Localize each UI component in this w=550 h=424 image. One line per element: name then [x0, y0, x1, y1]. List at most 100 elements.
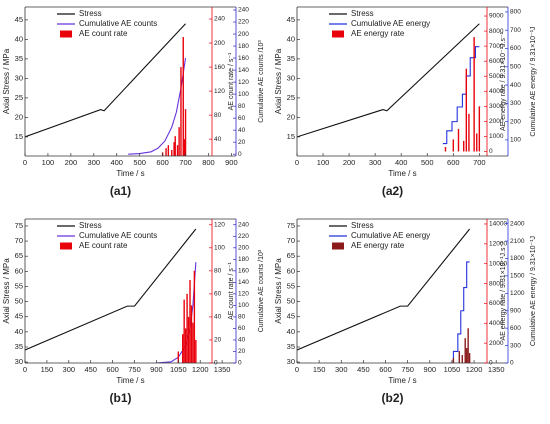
y-tick-label: 30 [15, 73, 23, 82]
y3-tick-label: 600 [510, 45, 521, 52]
rate-bar [464, 338, 466, 363]
y2-tick-label: 4000 [489, 88, 504, 95]
x-tick-label: 1350 [214, 365, 231, 374]
y3-tick-label: 60 [238, 325, 246, 332]
y-tick-label: 40 [15, 327, 23, 336]
y3-tick-label: 0 [238, 151, 242, 158]
legend-label: AE energy rate [351, 29, 405, 38]
y-tick-label: 70 [287, 236, 295, 245]
y2-tick-label: 2000 [489, 340, 504, 347]
y-tick-label: 35 [287, 54, 295, 63]
y3-tick-label: 200 [238, 245, 249, 252]
y2-tick-label: 9000 [489, 13, 504, 20]
y2-tick-label: 6000 [489, 300, 504, 307]
y3-tick-label: 180 [238, 256, 249, 263]
x-tick-label: 800 [202, 158, 215, 167]
y2-tick-label: 8000 [489, 280, 504, 287]
y-tick-label: 45 [287, 15, 295, 24]
panel-label: (a2) [382, 184, 403, 198]
x-tick-label: 500 [133, 158, 146, 167]
y-tick-label: 35 [287, 342, 295, 351]
y-tick-label: 55 [15, 281, 23, 290]
y-tick-label: 65 [287, 251, 295, 260]
y-tick-label: 30 [15, 357, 23, 366]
y3-tick-label: 80 [238, 314, 246, 321]
y-tick-label: 40 [287, 34, 295, 43]
rate-bar [183, 299, 185, 363]
y2-tick-label: 40 [214, 314, 222, 321]
y2-tick-label: 1000 [489, 133, 504, 140]
y-axis-title: Axial Stress / MPa [274, 258, 283, 324]
y2-tick-label: 200 [214, 40, 225, 47]
y3-tick-label: 40 [238, 337, 246, 344]
rate-bar [165, 148, 167, 156]
x-tick-label: 0 [295, 158, 299, 167]
y-tick-label: 55 [287, 281, 295, 290]
rate-bar [444, 146, 447, 152]
y-tick-label: 30 [287, 73, 295, 82]
y2-tick-label: 3000 [489, 103, 504, 110]
y-axis-title: Axial Stress / MPa [274, 48, 283, 114]
y3-tick-label: 500 [510, 64, 521, 71]
y2-tick-label: 120 [214, 88, 225, 95]
y2-axis-title: AE energy rate / 9.31×10⁻¹J.s⁻¹ [500, 31, 507, 131]
y3-tick-label: 100 [510, 137, 521, 144]
y2-tick-label: 120 [214, 221, 225, 228]
y-tick-label: 75 [287, 221, 295, 230]
panel-label: (b2) [382, 391, 404, 405]
y3-tick-label: 220 [238, 19, 249, 26]
x-tick-label: 0 [23, 365, 27, 374]
y2-tick-label: 40 [214, 136, 222, 143]
y-tick-label: 70 [15, 236, 23, 245]
x-tick-label: 300 [369, 158, 382, 167]
y3-tick-label: 160 [238, 55, 249, 62]
y2-axis-title: AE count rate / s⁻¹ [228, 52, 235, 110]
series-line [128, 57, 187, 155]
y3-tick-label: 220 [238, 233, 249, 240]
legend-label: AE energy rate [351, 241, 405, 250]
y-tick-label: 30 [287, 357, 295, 366]
y-tick-label: 25 [287, 93, 295, 102]
rate-bar [182, 334, 184, 363]
y2-tick-label: 60 [214, 291, 222, 298]
legend-label: AE count rate [79, 29, 128, 38]
y2-tick-label: 0 [489, 360, 493, 367]
y3-tick-label: 1500 [510, 273, 525, 280]
x-tick-label: 500 [421, 158, 434, 167]
x-tick-label: 300 [335, 365, 348, 374]
rate-bar [184, 328, 187, 363]
legend-swatch [60, 242, 72, 250]
y3-tick-label: 40 [238, 127, 246, 134]
y2-tick-label: 0 [214, 360, 218, 367]
x-tick-label: 450 [357, 365, 370, 374]
y-tick-label: 65 [15, 251, 23, 260]
y3-axis-title: Cumulative AE energy / 9.31×10⁻¹J [530, 236, 537, 346]
x-tick-label: 400 [110, 158, 123, 167]
x-tick-label: 100 [42, 158, 55, 167]
y3-axis-title: Cumulative AE counts /10³ [258, 40, 265, 123]
y2-tick-label: 14000 [489, 221, 507, 228]
y-tick-label: 45 [15, 312, 23, 321]
x-tick-label: 300 [63, 365, 76, 374]
y2-tick-label: 12000 [489, 241, 507, 248]
y3-tick-label: 1800 [510, 255, 525, 262]
rate-bar [167, 145, 170, 156]
y3-tick-label: 160 [238, 268, 249, 275]
x-tick-label: 200 [65, 158, 78, 167]
y3-tick-label: 140 [238, 279, 249, 286]
y3-tick-label: 120 [238, 79, 249, 86]
y3-tick-label: 60 [238, 115, 246, 122]
y2-tick-label: 100 [214, 245, 225, 252]
y2-tick-label: 5000 [489, 73, 504, 80]
y3-tick-label: 100 [238, 91, 249, 98]
legend-label: Cumulative AE counts [79, 19, 157, 28]
y2-tick-label: 0 [489, 148, 493, 155]
rate-bar [187, 316, 190, 363]
x-tick-label: 750 [128, 365, 141, 374]
legend-label: Stress [351, 9, 374, 18]
rate-bar [186, 293, 188, 363]
y3-tick-label: 100 [238, 302, 249, 309]
x-tick-label: 700 [179, 158, 192, 167]
y3-tick-label: 2100 [510, 238, 525, 245]
series-line [297, 23, 480, 138]
